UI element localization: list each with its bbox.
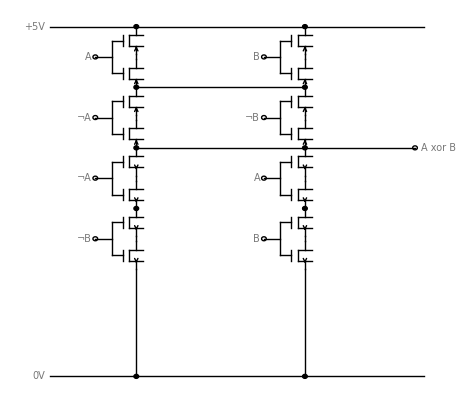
Circle shape bbox=[302, 25, 307, 29]
Text: A xor B: A xor B bbox=[420, 143, 456, 153]
Text: A: A bbox=[85, 52, 91, 62]
Circle shape bbox=[302, 206, 307, 210]
Circle shape bbox=[302, 146, 307, 150]
Text: B: B bbox=[254, 234, 260, 244]
Text: B: B bbox=[254, 52, 260, 62]
Circle shape bbox=[134, 374, 138, 378]
Text: ¬B: ¬B bbox=[246, 112, 260, 123]
Text: ¬A: ¬A bbox=[77, 173, 91, 183]
Circle shape bbox=[134, 146, 138, 150]
Circle shape bbox=[134, 25, 138, 29]
Circle shape bbox=[302, 374, 307, 378]
Text: +5V: +5V bbox=[24, 22, 45, 31]
Text: ¬A: ¬A bbox=[77, 112, 91, 123]
Text: ¬B: ¬B bbox=[77, 234, 91, 244]
Circle shape bbox=[134, 85, 138, 89]
Circle shape bbox=[134, 206, 138, 210]
Text: 0V: 0V bbox=[32, 372, 45, 381]
Circle shape bbox=[302, 85, 307, 89]
Text: A: A bbox=[254, 173, 260, 183]
